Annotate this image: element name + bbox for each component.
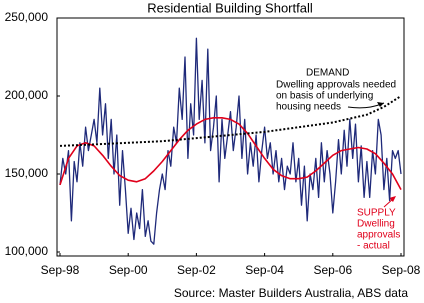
x-tick-label: Sep-98 [41, 263, 80, 277]
y-tick-label: 150,000 [5, 166, 49, 180]
plot-frame [56, 17, 405, 257]
demand-heading: DEMAND [306, 68, 349, 79]
source-note: Source: Master Builders Australia, ABS d… [174, 286, 408, 300]
demand-text: on basis of underlying [276, 91, 373, 102]
series-line [59, 117, 402, 190]
x-tick-label: Sep-02 [177, 263, 216, 277]
y-tick-label: 200,000 [5, 88, 49, 102]
demand-arrowhead [377, 102, 384, 107]
supply-text: - actual [357, 241, 390, 252]
x-tick-label: Sep-06 [313, 263, 352, 277]
y-tick-label: 250,000 [5, 10, 49, 24]
supply-arrowhead [389, 196, 396, 202]
series-line [59, 37, 402, 245]
y-tick-label: 100,000 [5, 244, 49, 258]
supply-text: Dwelling [357, 219, 395, 230]
supply-heading: SUPPLY [357, 208, 396, 219]
demand-text: Dwelling approvals needed [276, 80, 396, 91]
demand-text: housing needs [276, 102, 341, 113]
x-tick-label: Sep-08 [382, 263, 421, 277]
x-tick-label: Sep-04 [245, 263, 284, 277]
chart-title: Residential Building Shortfall [147, 0, 313, 15]
supply-text: approvals [357, 230, 400, 241]
x-tick-label: Sep-00 [109, 263, 148, 277]
series-line [59, 95, 402, 147]
